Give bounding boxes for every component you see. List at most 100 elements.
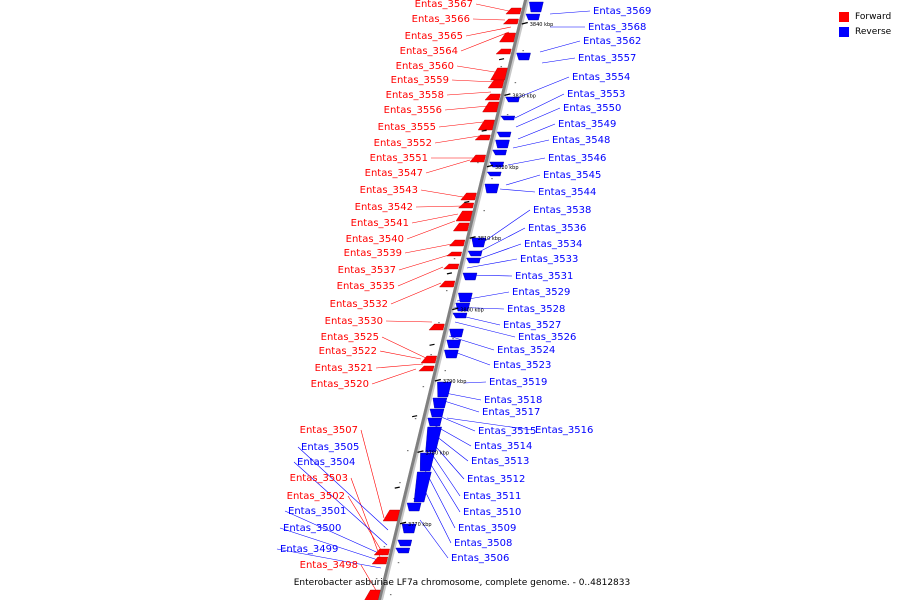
gene-label-entas-3566: Entas_3566 [412, 14, 470, 25]
gene-label-entas-3500: Entas_3500 [283, 523, 341, 534]
gene-label-entas-3535: Entas_3535 [337, 281, 395, 292]
backbone-dot [477, 162, 479, 164]
reverse-gene-block [486, 171, 502, 177]
label-connector [472, 18, 506, 21]
gene-label-entas-3562: Entas_3562 [583, 36, 641, 47]
legend-item-reverse: Reverse [839, 24, 891, 39]
gene-label-entas-3518: Entas_3518 [484, 395, 542, 406]
label-connector [466, 258, 518, 269]
scale-tick-label: 3820 kbp [495, 165, 519, 171]
forward-gene-block [373, 548, 390, 556]
scale-minor-tick [481, 129, 487, 132]
label-connector [419, 519, 449, 559]
reverse-gene-block [495, 139, 510, 149]
gene-label-entas-3525: Entas_3525 [321, 332, 379, 343]
reverse-gene-block [484, 183, 500, 194]
gene-label-entas-3506: Entas_3506 [451, 553, 509, 564]
gene-label-entas-3522: Entas_3522 [319, 346, 377, 357]
scale-tick [521, 21, 528, 25]
reverse-gene-block [462, 272, 478, 281]
reverse-gene-block [446, 339, 462, 349]
forward-gene-block [448, 239, 466, 247]
gene-label-entas-3548: Entas_3548 [552, 135, 610, 146]
forward-gene-block [443, 263, 460, 270]
label-connector [448, 335, 495, 351]
gene-labels: Entas_3567 Entas_3566 Entas_3565 Entas_3564… [280, 0, 651, 571]
label-connector [505, 174, 541, 186]
forward-gene-block [499, 32, 516, 43]
scale-tick [469, 236, 476, 239]
gene-label-entas-3521: Entas_3521 [315, 363, 373, 374]
reverse-gene-block [397, 539, 413, 547]
gene-label-entas-3499: Entas_3499 [280, 544, 338, 555]
reverse-gene-block [529, 1, 544, 13]
gene-label-entas-3536: Entas_3536 [528, 223, 586, 234]
backbone-dot [383, 546, 386, 548]
scale-tick [417, 450, 424, 454]
backbone-dot [444, 370, 447, 372]
label-connector [484, 209, 531, 242]
label-connector [514, 93, 565, 119]
gene-label-entas-3504: Entas_3504 [297, 457, 355, 468]
legend-label-forward: Forward [855, 11, 892, 22]
backbone-dot [414, 418, 417, 420]
backbone-dot [506, 114, 509, 116]
scale-tick-label: 3810 kbp [478, 236, 502, 242]
backbone-dot [483, 210, 485, 212]
label-connector [279, 527, 382, 562]
backbone-dot [491, 178, 493, 180]
backbone-dot [399, 482, 401, 484]
chromosome-backbone [377, 0, 528, 600]
forward-gene-block [490, 67, 508, 81]
gene-label-entas-3515: Entas_3515 [478, 426, 536, 437]
label-connector [549, 10, 591, 15]
forward-gene-block [495, 48, 512, 55]
backbone-dot [407, 450, 409, 452]
gene-blocks [364, 1, 544, 600]
label-connector [424, 469, 456, 529]
gene-label-entas-3528: Entas_3528 [507, 304, 565, 315]
forward-gene-block [484, 93, 501, 101]
gene-label-entas-3513: Entas_3513 [471, 456, 529, 467]
gene-label-entas-3532: Entas_3532 [330, 299, 388, 310]
gene-label-entas-3508: Entas_3508 [454, 538, 512, 549]
legend: Forward Reverse [839, 9, 891, 39]
scale-minor-tick [464, 200, 470, 204]
gene-label-entas-3555: Entas_3555 [378, 122, 436, 133]
reverse-swatch [839, 26, 849, 37]
forward-gene-block [482, 101, 500, 113]
label-connector [379, 350, 422, 360]
gene-label-entas-3505: Entas_3505 [301, 442, 359, 453]
gene-label-entas-3541: Entas_3541 [351, 218, 409, 229]
scale-minor-tick [412, 415, 418, 418]
gene-label-entas-3512: Entas_3512 [467, 474, 525, 485]
legend-item-forward: Forward [839, 9, 891, 24]
reverse-gene-block [444, 349, 459, 359]
gene-label-entas-3523: Entas_3523 [493, 360, 551, 371]
gene-label-entas-3511: Entas_3511 [463, 491, 521, 502]
label-connector [475, 3, 510, 12]
label-connector [276, 548, 382, 569]
scale-tick [434, 378, 441, 382]
label-connector [460, 31, 510, 52]
reverse-gene-block [449, 328, 464, 338]
scale-minor-tick [446, 272, 453, 275]
gene-label-entas-3517: Entas_3517 [482, 407, 540, 418]
label-connector [397, 266, 444, 287]
backbone-dot [500, 66, 503, 68]
label-connector [476, 227, 526, 254]
label-connector [360, 429, 385, 519]
label-connector [541, 57, 576, 64]
scale-tick-label: 3790 kbp [443, 379, 467, 385]
scale-ticks: 3840 kbp 3830 kbp 3820 kbp 3810 kbp 3800 kbp… [394, 21, 553, 528]
label-connector [284, 510, 384, 556]
label-connector [444, 105, 489, 111]
label-connector [463, 381, 487, 384]
label-connector [404, 243, 453, 254]
scale-tick-label: 3770 kbp [408, 522, 432, 528]
forward-gene-block [487, 79, 505, 89]
forward-gene-block [458, 202, 475, 209]
gene-label-entas-3531: Entas_3531 [515, 271, 573, 282]
legend-label-reverse: Reverse [855, 26, 892, 37]
